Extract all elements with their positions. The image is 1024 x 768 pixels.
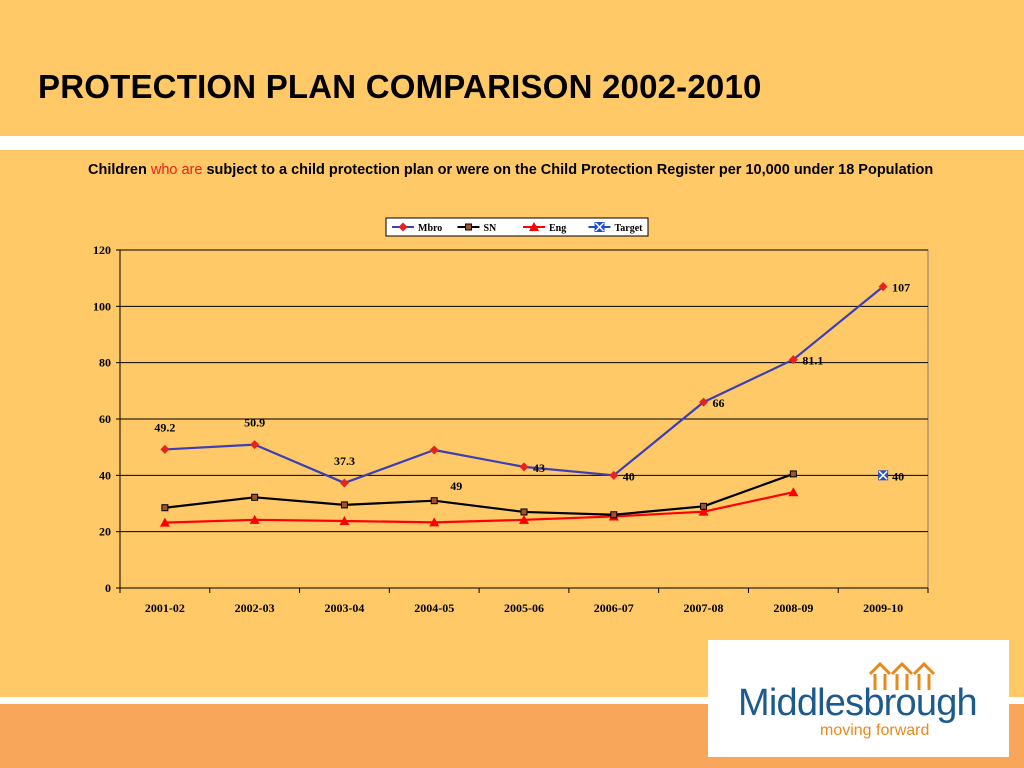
series-line (164, 472, 794, 516)
data-label: 49.2 (154, 420, 175, 434)
chart-legend: Mbro SN Eng Target (385, 217, 649, 237)
series-target (878, 470, 889, 481)
chart-series-layer (159, 282, 889, 527)
x-tick-label: 2002-03 (235, 601, 275, 615)
series-mbro (160, 282, 888, 488)
point-marker (698, 506, 709, 516)
marker-cross-b (878, 470, 888, 480)
y-tick-label: 60 (99, 412, 111, 426)
data-label: 81.1 (802, 354, 823, 368)
middlesbrough-logo: Middlesbrough moving forward (708, 640, 1009, 757)
slide-title: PROTECTION PLAN COMPARISON 2002-2010 (38, 68, 762, 105)
point-marker (429, 517, 440, 527)
marker-cross-b (594, 222, 605, 232)
point-marker (159, 517, 170, 527)
point-marker (161, 504, 169, 512)
legend-box (385, 217, 649, 237)
y-tick-label: 100 (93, 299, 111, 313)
y-tick-label: 40 (99, 468, 111, 482)
legend-label: Eng (549, 223, 566, 234)
point-marker (529, 222, 539, 231)
series-eng (159, 487, 799, 527)
x-tick-label: 2006-07 (594, 601, 634, 615)
chart-data-labels: 49.2 50.9 37.3 49 43 40 66 81.1 107 40 (154, 281, 910, 493)
data-label: 50.9 (244, 416, 265, 430)
legend-item-sn: SN (457, 223, 498, 234)
houses-icon (868, 661, 936, 690)
point-marker (465, 223, 472, 231)
x-tick-label: 2008-09 (773, 601, 813, 615)
y-tick-label: 120 (93, 243, 111, 257)
point-marker (251, 493, 259, 501)
point-marker (788, 487, 799, 497)
point-marker (339, 478, 349, 488)
data-label: 37.3 (334, 454, 355, 468)
chart-axes: 0 20 40 60 80 100 120 2001-02 2002-03 2003-04 2004… (93, 243, 929, 615)
point-marker (340, 501, 348, 509)
subtitle-part-1: Children (88, 162, 151, 178)
point-marker (249, 514, 260, 524)
legend-item-mbro: Mbro (392, 222, 442, 234)
x-tick-label: 2007-08 (684, 601, 724, 615)
point-marker (519, 514, 529, 524)
subtitle-part-3: subject to a child protection plan or we… (202, 162, 934, 178)
point-marker (878, 282, 888, 292)
point-marker (339, 515, 350, 525)
data-label: 40 (623, 469, 635, 483)
point-marker (700, 502, 708, 510)
legend-item-target: Target (588, 222, 644, 234)
subtitle-part-2: who are (150, 162, 203, 178)
point-marker (398, 222, 408, 232)
data-label: 66 (713, 396, 725, 410)
logo-tagline: moving forward (820, 722, 930, 739)
data-label: 40 (892, 469, 904, 483)
point-marker (610, 511, 618, 519)
legend-label: SN (484, 223, 498, 234)
point-marker (609, 470, 619, 480)
data-label: 107 (892, 281, 910, 295)
point-marker (788, 355, 798, 365)
y-tick-label: 0 (105, 581, 111, 595)
x-tick-label: 2005-06 (504, 601, 544, 615)
series-line (164, 491, 794, 524)
x-tick-label: 2009-10 (863, 601, 903, 615)
y-tick-label: 20 (99, 525, 111, 539)
logo-wordmark: Middlesbrough (738, 682, 978, 724)
point-marker (520, 508, 528, 516)
point-marker (430, 497, 438, 505)
series-sn (161, 470, 797, 519)
legend-label: Target (615, 223, 644, 234)
x-tick-label: 2003-04 (324, 601, 364, 615)
chart-grid (119, 249, 929, 589)
x-tick-label: 2001-02 (145, 601, 185, 615)
legend-item-eng: Eng (523, 222, 566, 234)
legend-label: Mbro (418, 223, 442, 234)
footer-divider-band (0, 697, 1024, 704)
y-tick-label: 80 (99, 356, 111, 370)
point-marker (594, 222, 605, 232)
data-label: 43 (533, 461, 545, 475)
point-marker (878, 470, 889, 481)
point-marker (789, 470, 797, 478)
point-marker (160, 444, 170, 454)
header-divider-band (0, 136, 1024, 150)
point-marker (250, 440, 260, 450)
x-tick-label: 2004-05 (414, 601, 454, 615)
line-chart: Mbro SN Eng Target 0 20 40 60 80 100 120 2001-02 20… (93, 217, 929, 615)
chart-subtitle: Children who are subject to a child prot… (88, 160, 938, 181)
point-marker (699, 397, 709, 407)
point-marker (519, 462, 529, 472)
point-marker (429, 445, 439, 455)
data-label: 49 (450, 479, 462, 493)
